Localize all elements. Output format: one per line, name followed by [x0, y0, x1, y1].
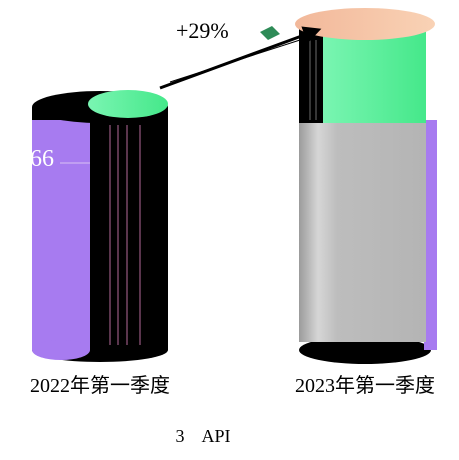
growth-percent-label: +29%	[176, 18, 229, 43]
bar-2022-q1: 66	[30, 90, 168, 362]
bar-2023-q1	[295, 8, 437, 364]
bar-2022-q1-purple-bottom	[32, 340, 90, 360]
growth-arrow-shadow	[169, 39, 301, 83]
bar-2023-q1-purple-edge	[424, 120, 437, 350]
growth-annotation: +29%	[159, 18, 322, 90]
category-label-2022-q1: 2022年第一季度	[30, 374, 170, 397]
bar-2023-q1-top	[295, 8, 435, 40]
data-label-2022-q1: 66	[30, 146, 54, 172]
bar-2023-q1-dark-segment	[299, 28, 323, 123]
chart-caption: 3 API	[175, 426, 230, 446]
bar-2022-q1-green-cap	[88, 90, 168, 118]
bar-2022-q1-purple-segment	[32, 120, 90, 350]
bar-2023-q1-base	[299, 336, 431, 364]
bar-2023-q1-green-segment	[322, 28, 426, 123]
arrow-accent-icon	[260, 26, 280, 40]
growth-arrow	[159, 26, 322, 90]
category-label-2023-q1: 2023年第一季度	[295, 374, 435, 397]
bar-2023-q1-gray-segment	[299, 122, 426, 342]
